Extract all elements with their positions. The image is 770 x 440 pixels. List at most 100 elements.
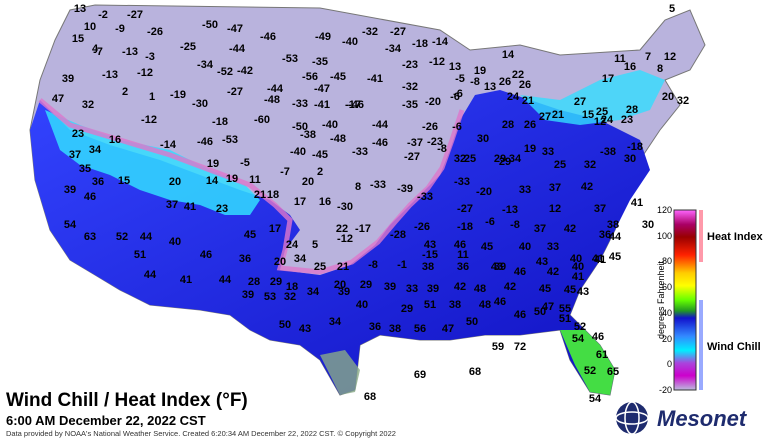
station-reading: 36 [599, 229, 611, 241]
station-reading: -33 [352, 146, 368, 158]
station-reading: 27 [539, 111, 551, 123]
station-reading: -27 [227, 86, 243, 98]
station-reading: 8 [355, 181, 361, 193]
station-reading: -49 [315, 31, 331, 43]
station-reading: 39 [338, 286, 350, 298]
station-reading: 15 [582, 109, 594, 121]
station-reading: 24 [286, 239, 299, 251]
station-reading: 19 [207, 158, 219, 170]
station-reading: -46 [348, 99, 364, 111]
station-reading: -20 [425, 96, 441, 108]
station-reading: -18 [457, 221, 473, 233]
station-reading: 32 [677, 95, 689, 107]
station-reading: -60 [254, 114, 270, 126]
station-reading: -33 [417, 191, 433, 203]
station-reading: 37 [549, 182, 561, 194]
station-reading: 15 [118, 175, 130, 187]
station-reading: 33 [519, 184, 531, 196]
station-reading: -7 [93, 46, 103, 58]
station-reading: 47 [442, 323, 454, 335]
station-reading: 25 [554, 159, 566, 171]
station-reading: 50 [534, 306, 546, 318]
station-reading: 15 [72, 33, 84, 45]
florida-warm [560, 330, 615, 395]
station-reading: -33 [292, 98, 308, 110]
station-reading: 16 [624, 61, 636, 73]
station-reading: 41 [572, 271, 584, 283]
station-reading: -39 [397, 183, 413, 195]
station-reading: 29 [360, 279, 372, 291]
station-reading: 23 [72, 128, 84, 140]
station-reading: -53 [282, 53, 298, 65]
legend: 120 100 80 60 40 20 0 -20 degrees Fahrenheit He… [640, 200, 770, 400]
station-reading: -26 [422, 121, 438, 133]
station-reading: -27 [457, 203, 473, 215]
chill-bracket [699, 300, 703, 390]
station-reading: 72 [514, 341, 526, 353]
station-reading: -6 [452, 121, 462, 133]
station-reading: 12 [594, 116, 606, 128]
station-reading: -8 [437, 143, 447, 155]
station-reading: 45 [564, 284, 576, 296]
station-reading: -42 [237, 65, 253, 77]
station-reading: 19 [226, 173, 238, 185]
station-reading: -46 [260, 31, 276, 43]
station-reading: -41 [314, 99, 330, 111]
station-reading: -38 [600, 146, 616, 158]
station-reading: 29 [494, 153, 506, 165]
station-reading: 46 [514, 309, 526, 321]
station-reading: 42 [454, 281, 466, 293]
station-reading: 11 [614, 53, 626, 65]
station-reading: -3 [145, 51, 155, 63]
station-reading: -9 [115, 23, 125, 35]
station-reading: 45 [609, 251, 621, 263]
station-reading: -34 [385, 43, 402, 55]
station-reading: -8 [368, 259, 378, 271]
station-reading: -28 [390, 229, 406, 241]
station-reading: -48 [264, 94, 280, 106]
station-reading: 33 [547, 241, 559, 253]
station-reading: 29 [401, 303, 413, 315]
station-reading: 25 [314, 261, 326, 273]
wind-chill-label: Wind Chill [707, 341, 761, 353]
station-reading: 43 [299, 323, 311, 335]
station-reading: 26 [524, 119, 536, 131]
station-reading: 2 [122, 86, 128, 98]
station-reading: 52 [574, 321, 586, 333]
station-reading: 34 [509, 153, 522, 165]
station-reading: -12 [337, 233, 353, 245]
station-reading: 59 [492, 341, 504, 353]
station-reading: 39 [62, 73, 74, 85]
station-reading: -6 [450, 91, 460, 103]
station-reading: 20 [169, 176, 181, 188]
station-reading: 11 [457, 249, 469, 261]
station-reading: 48 [474, 283, 486, 295]
station-reading: -44 [267, 83, 284, 95]
station-reading: -30 [192, 98, 208, 110]
station-reading: -13 [502, 204, 518, 216]
station-reading: 39 [494, 261, 506, 273]
legend-tick-label: 0 [666, 359, 672, 370]
station-reading: 44 [219, 274, 232, 286]
station-reading: 63 [84, 231, 96, 243]
station-reading: -2 [98, 9, 108, 21]
station-reading: 27 [574, 96, 586, 108]
station-reading: 4 [92, 43, 99, 55]
station-reading: -6 [453, 88, 463, 100]
station-reading: -40 [322, 119, 338, 131]
station-reading: 50 [466, 316, 478, 328]
station-reading: 34 [89, 144, 102, 156]
station-reading: 41 [631, 197, 643, 209]
station-reading: -33 [454, 176, 470, 188]
station-reading: 40 [570, 253, 582, 265]
station-reading: -8 [470, 76, 480, 88]
station-reading: 22 [336, 223, 348, 235]
station-reading: 8 [657, 63, 663, 75]
legend-tick-label: -20 [658, 385, 672, 395]
station-reading: 44 [609, 231, 622, 243]
station-reading: 51 [134, 249, 146, 261]
station-reading: -7 [280, 166, 290, 178]
legend-tick-label: 40 [661, 307, 672, 318]
station-reading: 47 [52, 93, 64, 105]
